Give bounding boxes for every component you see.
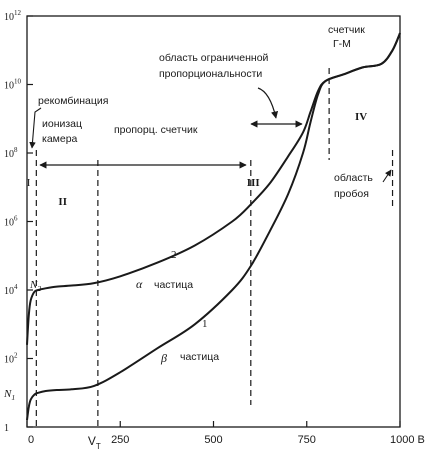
annotation-gm-2: Г-М: [333, 38, 351, 50]
alpha-label: частица: [154, 279, 193, 291]
axis-ticks: [26, 15, 401, 428]
annotation-gm-1: счетчик: [328, 24, 365, 36]
y-tick-label: 104: [4, 283, 18, 297]
region-label-iii: III: [247, 177, 260, 189]
y-tick-label: 102: [4, 352, 18, 366]
series-1-number: 1: [202, 318, 208, 330]
vt-label: VT: [88, 434, 101, 451]
axis-labels: 0 250 500 750 1000 В 1 102 104 106 108 1010 1012 N1 N…: [3, 9, 425, 451]
region-boundaries: [35, 68, 394, 427]
arrow-limited-pointer: [257, 87, 279, 119]
x-tick-label: 1000 В: [390, 434, 425, 446]
curves: [26, 32, 401, 421]
region-label-i: I: [27, 177, 31, 189]
y-tick-label: 1010: [4, 78, 22, 92]
annotation-ion-chamber-1: ионизац: [42, 118, 82, 130]
annotation-limited-prop-2: пропорциональности: [159, 68, 262, 80]
arrow-recombination: [29, 107, 42, 149]
y-tick-label: 1012: [4, 9, 22, 23]
annotation-breakdown-1: область: [334, 172, 373, 184]
annotation-breakdown-2: пробоя: [334, 188, 369, 200]
n1-label: N1: [3, 388, 15, 402]
x-tick-label: 0: [28, 434, 34, 446]
y-tick-label: 108: [4, 146, 18, 160]
beta-label: частица: [180, 351, 219, 363]
series-2-number: 2: [171, 249, 177, 261]
n2-label: N2: [29, 279, 41, 293]
alpha-symbol: α: [136, 277, 143, 291]
arrow-breakdown: [382, 169, 392, 183]
beta-symbol: β: [160, 351, 167, 365]
series-line-beta: [26, 32, 401, 421]
y-tick-label: 1: [4, 423, 9, 434]
annotation-prop-counter: пропорц. счетчик: [114, 124, 198, 136]
x-tick-label: 750: [298, 434, 316, 446]
region-label-iv: IV: [355, 111, 367, 123]
region-label-ii: II: [58, 196, 67, 208]
annotation-recombination: рекомбинация: [38, 95, 108, 107]
y-tick-label: 106: [4, 215, 18, 229]
annotation-ion-chamber-2: камера: [42, 133, 78, 145]
annotation-limited-prop-1: область ограниченной: [159, 52, 269, 64]
x-tick-label: 500: [204, 434, 222, 446]
x-tick-label: 250: [111, 434, 129, 446]
